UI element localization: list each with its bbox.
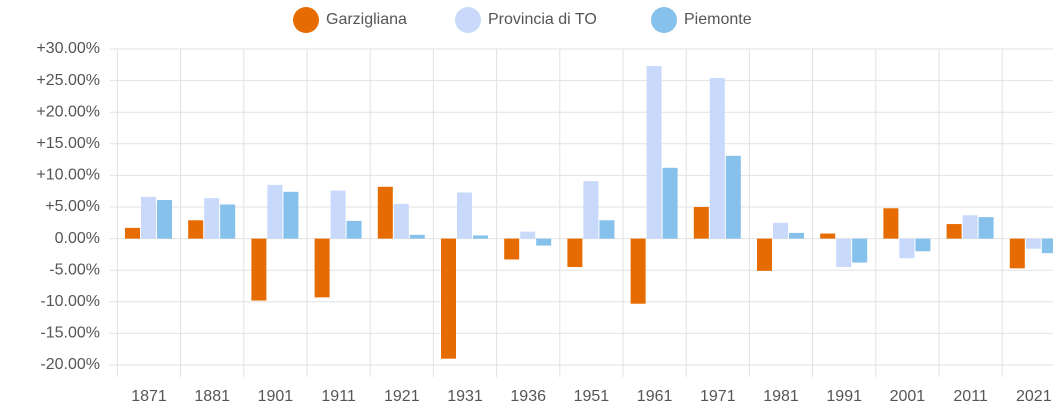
bar: [693, 207, 709, 239]
bar: [504, 238, 520, 260]
bar: [1025, 238, 1041, 249]
bar: [1009, 238, 1025, 269]
bar: [330, 190, 346, 239]
y-tick-label: +30.00%: [36, 40, 100, 57]
bar: [393, 203, 409, 239]
bar: [962, 215, 978, 239]
x-tick-label: 1951: [574, 388, 610, 405]
bar: [946, 224, 962, 239]
x-tick-label: 1981: [763, 388, 799, 405]
bar: [346, 220, 362, 239]
bar: [125, 227, 140, 239]
y-tick-label: +15.00%: [36, 135, 100, 152]
x-tick-label: 1936: [510, 388, 546, 405]
bar: [915, 238, 931, 252]
bar: [457, 192, 472, 239]
x-tick-label: 1991: [826, 388, 862, 405]
bar: [883, 208, 899, 239]
y-tick-label: 0.00%: [55, 230, 100, 247]
bar: [567, 238, 583, 268]
x-tick-label: 2021: [1016, 388, 1052, 405]
x-tick-label: 1871: [131, 388, 167, 405]
bar: [899, 238, 915, 259]
bar: [630, 238, 646, 304]
bar: [520, 231, 536, 239]
bar: [141, 196, 156, 239]
bar: [204, 198, 220, 239]
bar: [536, 238, 552, 246]
bar: [441, 238, 456, 359]
x-tick-label: 1881: [194, 388, 230, 405]
x-tick-label: 1911: [321, 388, 356, 405]
bar: [409, 234, 425, 239]
bar: [836, 238, 852, 268]
y-tick-label: -15.00%: [40, 325, 100, 342]
bar: [251, 238, 267, 301]
x-tick-label: 1921: [384, 388, 420, 405]
bar: [314, 238, 330, 298]
x-tick-label: 1931: [447, 388, 483, 405]
bar: [646, 66, 662, 239]
bar: [220, 204, 236, 239]
bar: [662, 167, 678, 239]
x-tick-label: 2011: [953, 388, 988, 405]
bar: [267, 184, 283, 239]
bar: [283, 191, 299, 239]
y-tick-label: -20.00%: [40, 356, 100, 373]
bar: [377, 186, 393, 239]
x-tick-label: 1901: [258, 388, 294, 405]
bar: [773, 222, 788, 239]
legend-label: Provincia di TO: [488, 11, 597, 28]
bar: [709, 78, 725, 239]
bar: [599, 220, 615, 239]
y-tick-label: +20.00%: [36, 103, 100, 120]
bar: [852, 238, 868, 263]
bar: [820, 233, 836, 239]
bar: [1041, 238, 1053, 254]
x-tick-label: 1961: [637, 388, 673, 405]
x-tick-label: 2001: [890, 388, 926, 405]
y-tick-label: +25.00%: [36, 72, 100, 89]
legend-marker: [651, 7, 677, 33]
y-tick-label: +10.00%: [36, 167, 100, 184]
y-tick-label: -5.00%: [49, 261, 100, 278]
legend-marker: [455, 7, 481, 33]
bar: [757, 238, 772, 271]
y-tick-label: +5.00%: [45, 198, 100, 215]
legend-label: Garzigliana: [326, 11, 407, 28]
x-tick-label: 1971: [700, 388, 736, 405]
legend-marker: [293, 7, 319, 33]
bar: [725, 155, 741, 239]
bar: [583, 181, 599, 239]
legend-label: Piemonte: [684, 11, 752, 28]
bar: [473, 235, 488, 239]
bar: [157, 200, 172, 239]
bar: [978, 217, 994, 239]
bar: [188, 220, 204, 239]
bar: [789, 232, 804, 239]
y-tick-label: -10.00%: [40, 293, 100, 310]
